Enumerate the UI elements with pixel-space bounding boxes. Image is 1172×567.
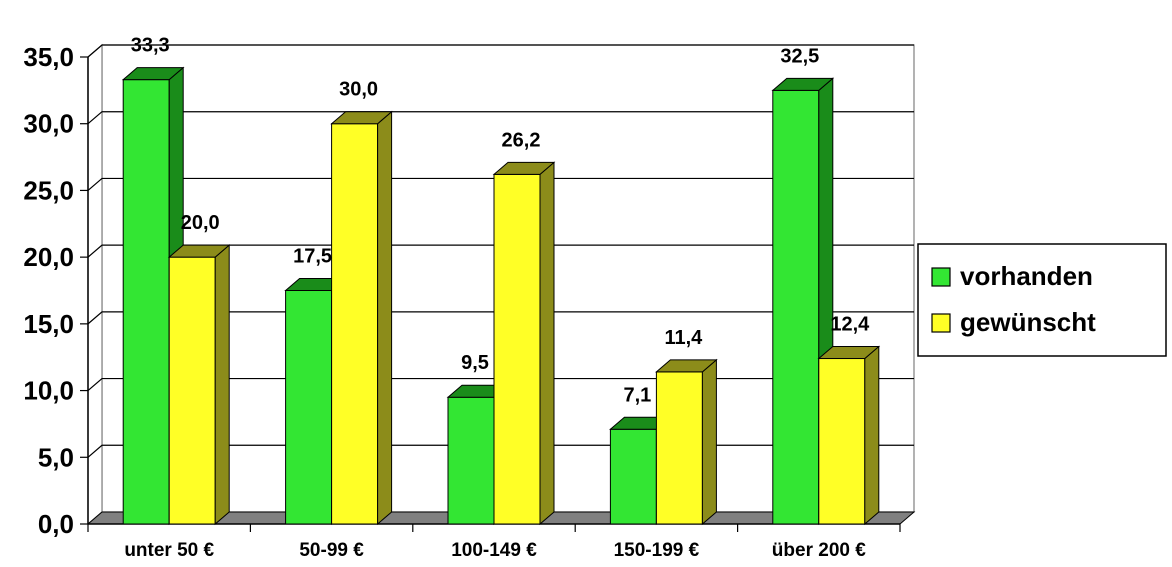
- legend-box: [917, 243, 1167, 357]
- x-tick-label: über 200 €: [772, 540, 866, 561]
- bar-front: [772, 89, 820, 525]
- gridline: [87, 177, 914, 191]
- data-label: 9,5: [461, 352, 489, 374]
- y-tick-label: 10,0: [23, 376, 74, 406]
- bar-top: [330, 111, 393, 125]
- bar-top: [655, 359, 718, 373]
- legend-swatch: [931, 313, 951, 333]
- data-label: 32,5: [780, 45, 819, 67]
- data-label: 30,0: [339, 79, 378, 101]
- gridline: [87, 111, 914, 125]
- data-label: 33,3: [131, 35, 170, 57]
- bar-side: [377, 110, 393, 526]
- bar-gewünscht-0: [167, 244, 231, 526]
- bar-top: [167, 244, 231, 258]
- bar-side: [864, 345, 880, 526]
- gridline: [87, 44, 914, 58]
- data-label: 11,4: [664, 327, 703, 349]
- bars: [121, 66, 881, 526]
- y-tick-label: 25,0: [23, 175, 74, 205]
- y-tick-label: 35,0: [23, 42, 74, 72]
- bar-gewünscht-2: [492, 161, 556, 526]
- gridline: [87, 377, 914, 392]
- legend-label: vorhanden: [960, 261, 1093, 291]
- bar-front: [493, 173, 541, 525]
- data-label: 17,5: [293, 246, 332, 268]
- legend-swatch: [931, 267, 951, 287]
- bar-front: [122, 79, 170, 525]
- x-tick-label: unter 50 €: [124, 540, 214, 561]
- bar-front: [168, 256, 216, 525]
- bar-front: [285, 290, 333, 525]
- bar-gewünscht-3: [655, 358, 718, 526]
- gridline: [87, 311, 914, 325]
- side-wall: [87, 43, 103, 526]
- y-tick-label: 30,0: [23, 109, 74, 139]
- bar-front: [655, 371, 703, 525]
- x-tick-label: 150-199 €: [614, 540, 700, 561]
- x-axis: unter 50 € 50-99 € 100-149 € 150-199 € über …: [87, 523, 901, 561]
- bar-top: [492, 161, 556, 175]
- bar-top: [817, 346, 881, 360]
- bar-gewünscht-1: [330, 110, 393, 526]
- x-tick-label: 100-149 €: [451, 540, 537, 561]
- bar-front: [609, 428, 657, 525]
- y-tick-label: 15,0: [23, 309, 74, 339]
- bar-gewünscht-4: [817, 345, 881, 526]
- x-tick-label: 50-99 €: [299, 540, 364, 561]
- bar-side: [214, 244, 230, 526]
- bar-side: [539, 161, 555, 526]
- data-label: 7,1: [623, 384, 651, 406]
- data-label: 20,0: [181, 212, 220, 234]
- bar-front: [447, 396, 495, 525]
- y-tick-label: 0,0: [38, 509, 74, 539]
- bar-front: [818, 358, 866, 525]
- data-label: 26,2: [502, 129, 541, 151]
- y-tick-label: 5,0: [38, 442, 74, 472]
- bar-side: [701, 358, 717, 526]
- y-tick-label: 20,0: [23, 242, 74, 272]
- legend: vorhanden gewünscht: [917, 243, 1167, 357]
- bar-top: [771, 77, 835, 91]
- bar-top: [121, 67, 185, 81]
- gridline: [87, 244, 914, 258]
- data-labels: 33,3 20,0 17,5 30,0 9,5 26,2 7,1 11,4 32,5 12,4: [131, 35, 870, 407]
- data-label: 12,4: [830, 314, 870, 336]
- bar-front: [331, 123, 379, 525]
- legend-label: gewünscht: [960, 307, 1096, 337]
- y-axis: 0,0 5,0 10,0 15,0 20,0 25,0 30,0 35,0: [23, 42, 89, 539]
